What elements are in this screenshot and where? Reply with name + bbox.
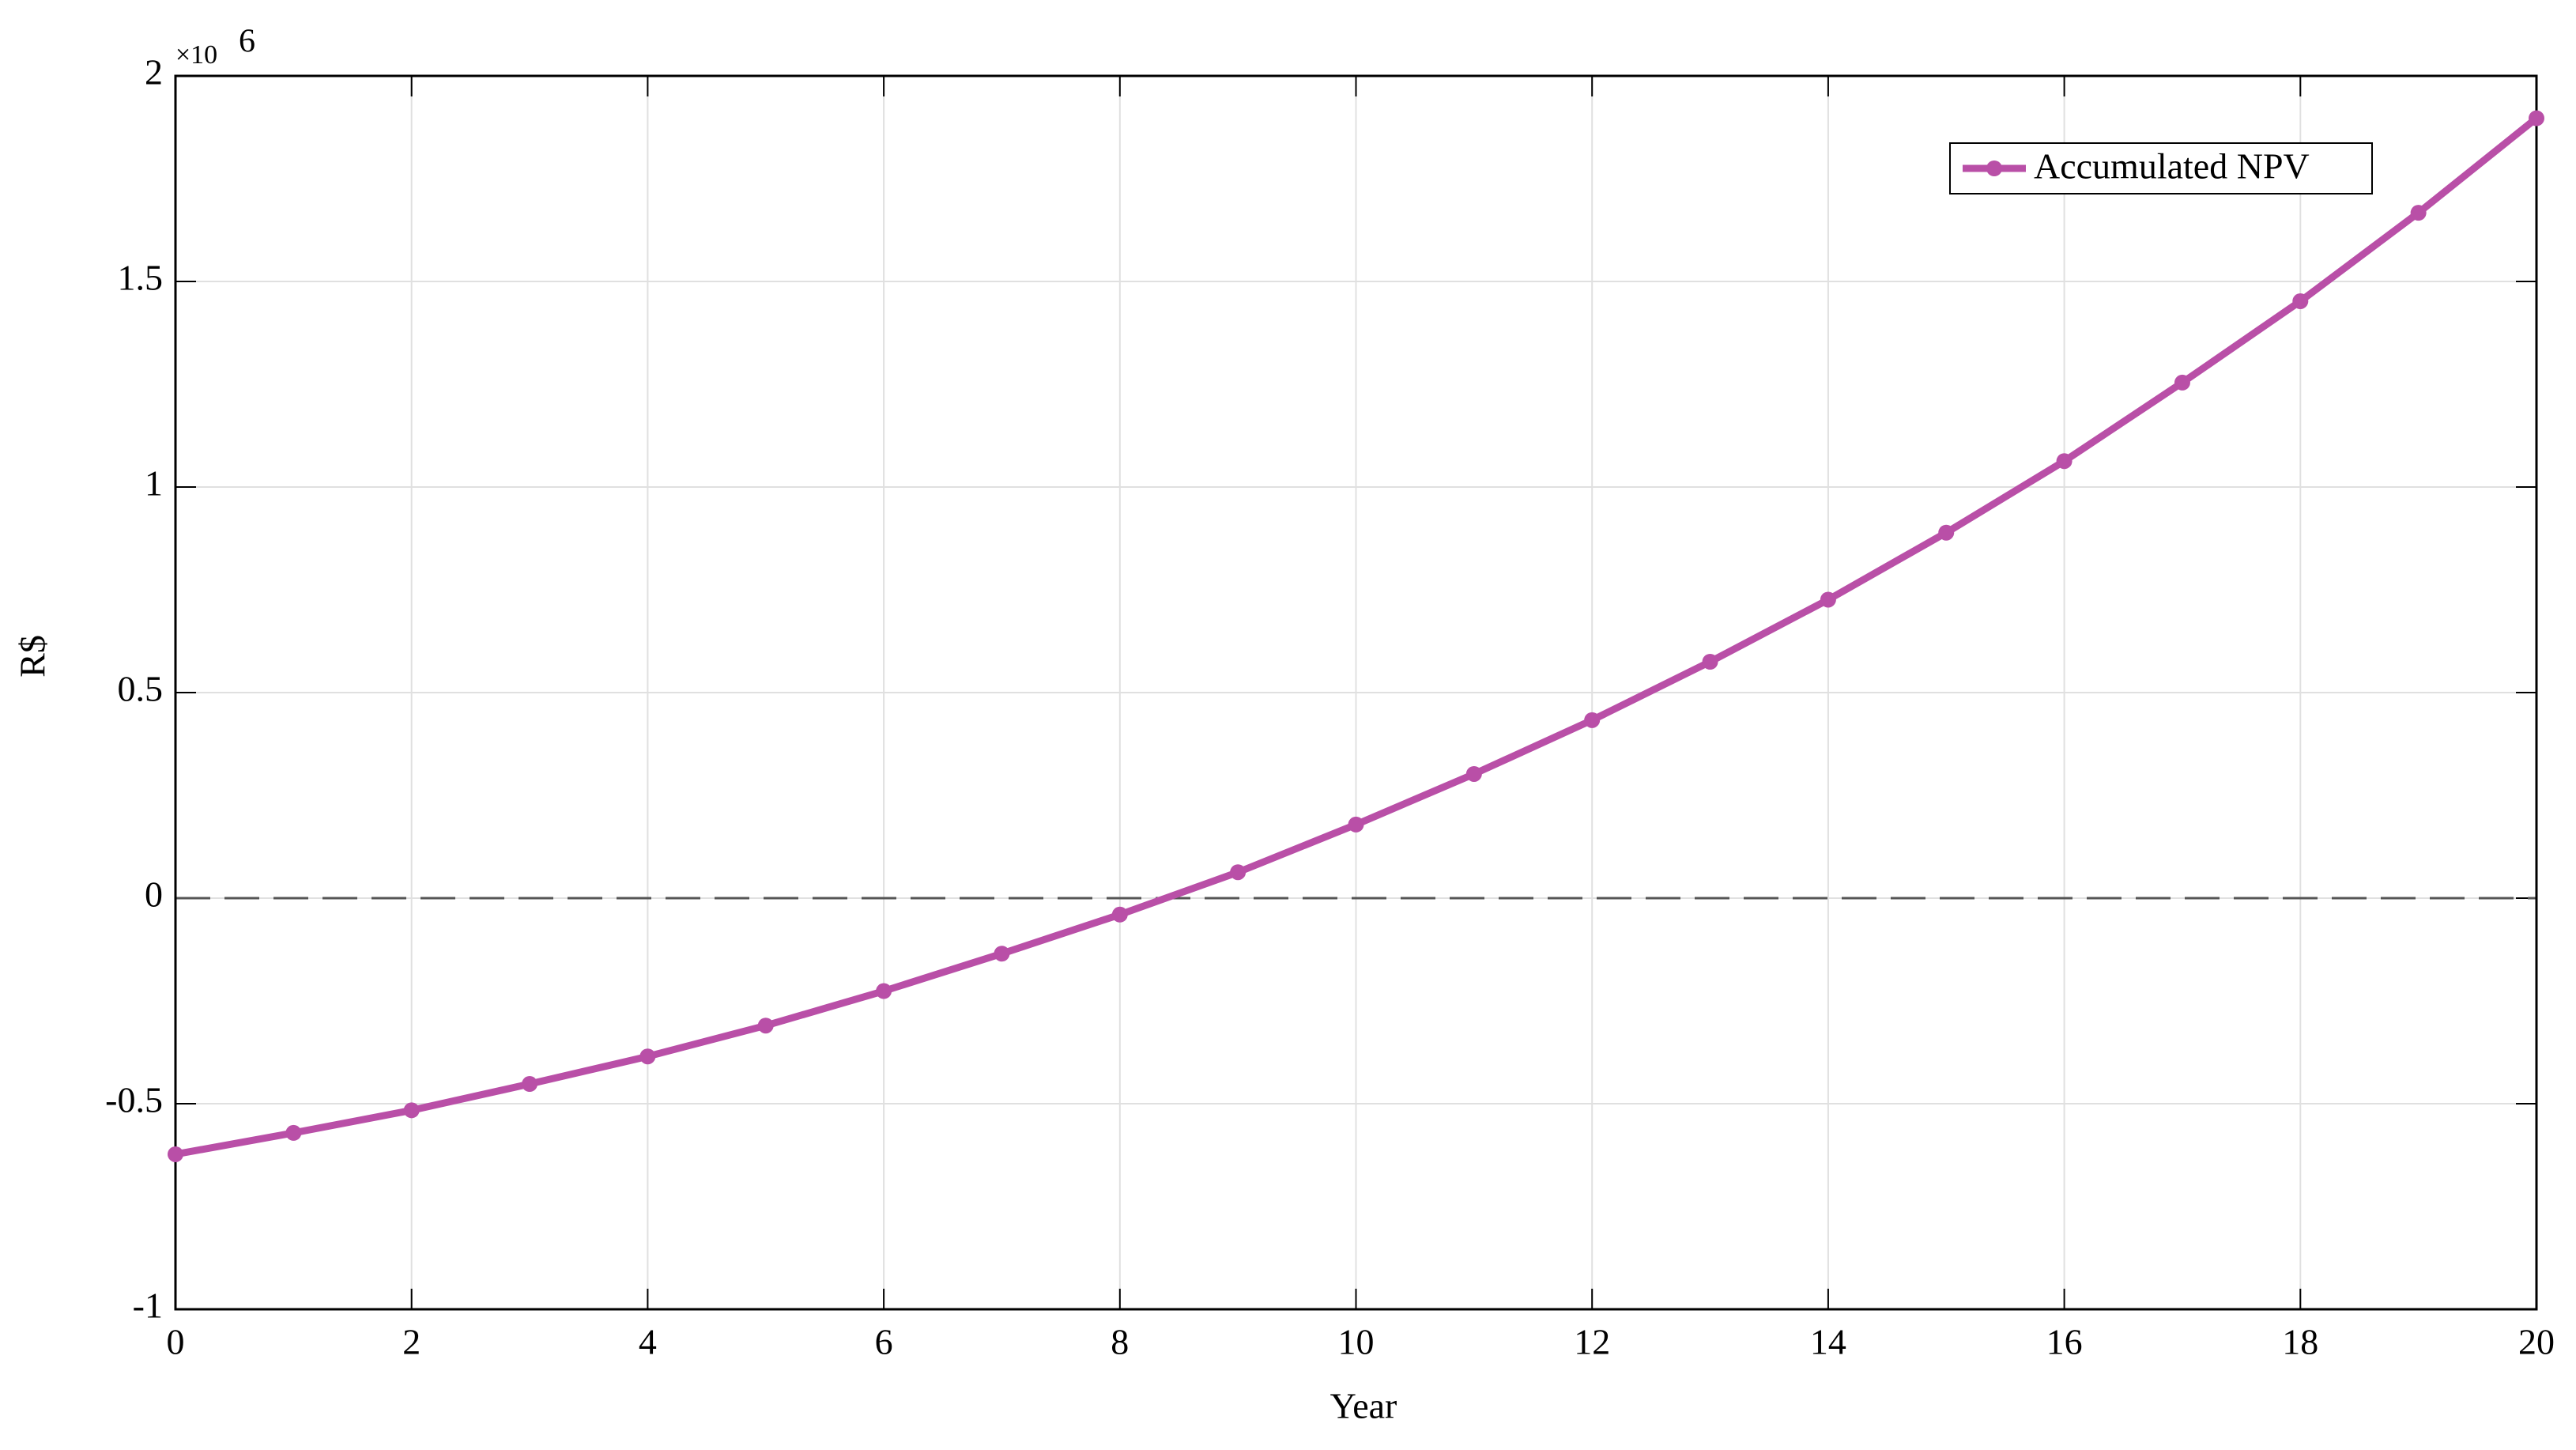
marker: [403, 1102, 420, 1119]
marker: [285, 1124, 302, 1141]
marker: [2410, 205, 2427, 221]
x-tick-label: 16: [2046, 1322, 2083, 1362]
marker: [1230, 864, 1247, 881]
x-tick-label: 14: [1810, 1322, 1846, 1362]
marker: [2174, 374, 2190, 391]
x-tick-label: 8: [1111, 1322, 1129, 1362]
marker: [1584, 712, 1601, 728]
marker: [1938, 524, 1955, 541]
y-scale-exponent: 6: [239, 24, 255, 60]
marker: [1348, 816, 1364, 833]
x-axis-label: Year: [1330, 1386, 1397, 1426]
y-tick-label: 1: [145, 463, 163, 504]
x-tick-label: 12: [1574, 1322, 1610, 1362]
x-tick-label: 0: [167, 1322, 185, 1362]
y-tick-label: -1: [133, 1286, 163, 1326]
marker: [1820, 591, 1836, 608]
marker: [168, 1146, 183, 1162]
marker: [522, 1076, 538, 1093]
x-tick-label: 10: [1338, 1322, 1375, 1362]
x-tick-label: 6: [875, 1322, 893, 1362]
y-scale-base: ×10: [175, 40, 217, 70]
marker: [639, 1048, 656, 1065]
marker: [1465, 765, 1482, 782]
x-tick-label: 20: [2518, 1322, 2555, 1362]
marker: [2292, 293, 2309, 309]
x-tick-label: 4: [639, 1322, 657, 1362]
marker: [2056, 453, 2072, 470]
marker: [757, 1018, 774, 1034]
y-tick-label: 1.5: [118, 258, 164, 298]
legend-marker: [1986, 160, 2002, 176]
marker: [1702, 654, 1718, 670]
y-tick-label: 0: [145, 874, 163, 915]
marker: [994, 946, 1010, 962]
y-axis-label: R$: [13, 635, 53, 678]
y-tick-label: 2: [145, 52, 163, 93]
plot-frame: [174, 74, 2538, 1311]
marker: [876, 983, 892, 999]
legend-label: Accumulated NPV: [2034, 146, 2310, 187]
x-tick-label: 18: [2282, 1322, 2318, 1362]
y-tick-label: 0.5: [118, 669, 164, 709]
y-tick-label: -0.5: [105, 1080, 163, 1120]
marker: [2529, 110, 2544, 126]
marker: [1111, 906, 1128, 923]
x-tick-label: 2: [402, 1322, 421, 1362]
